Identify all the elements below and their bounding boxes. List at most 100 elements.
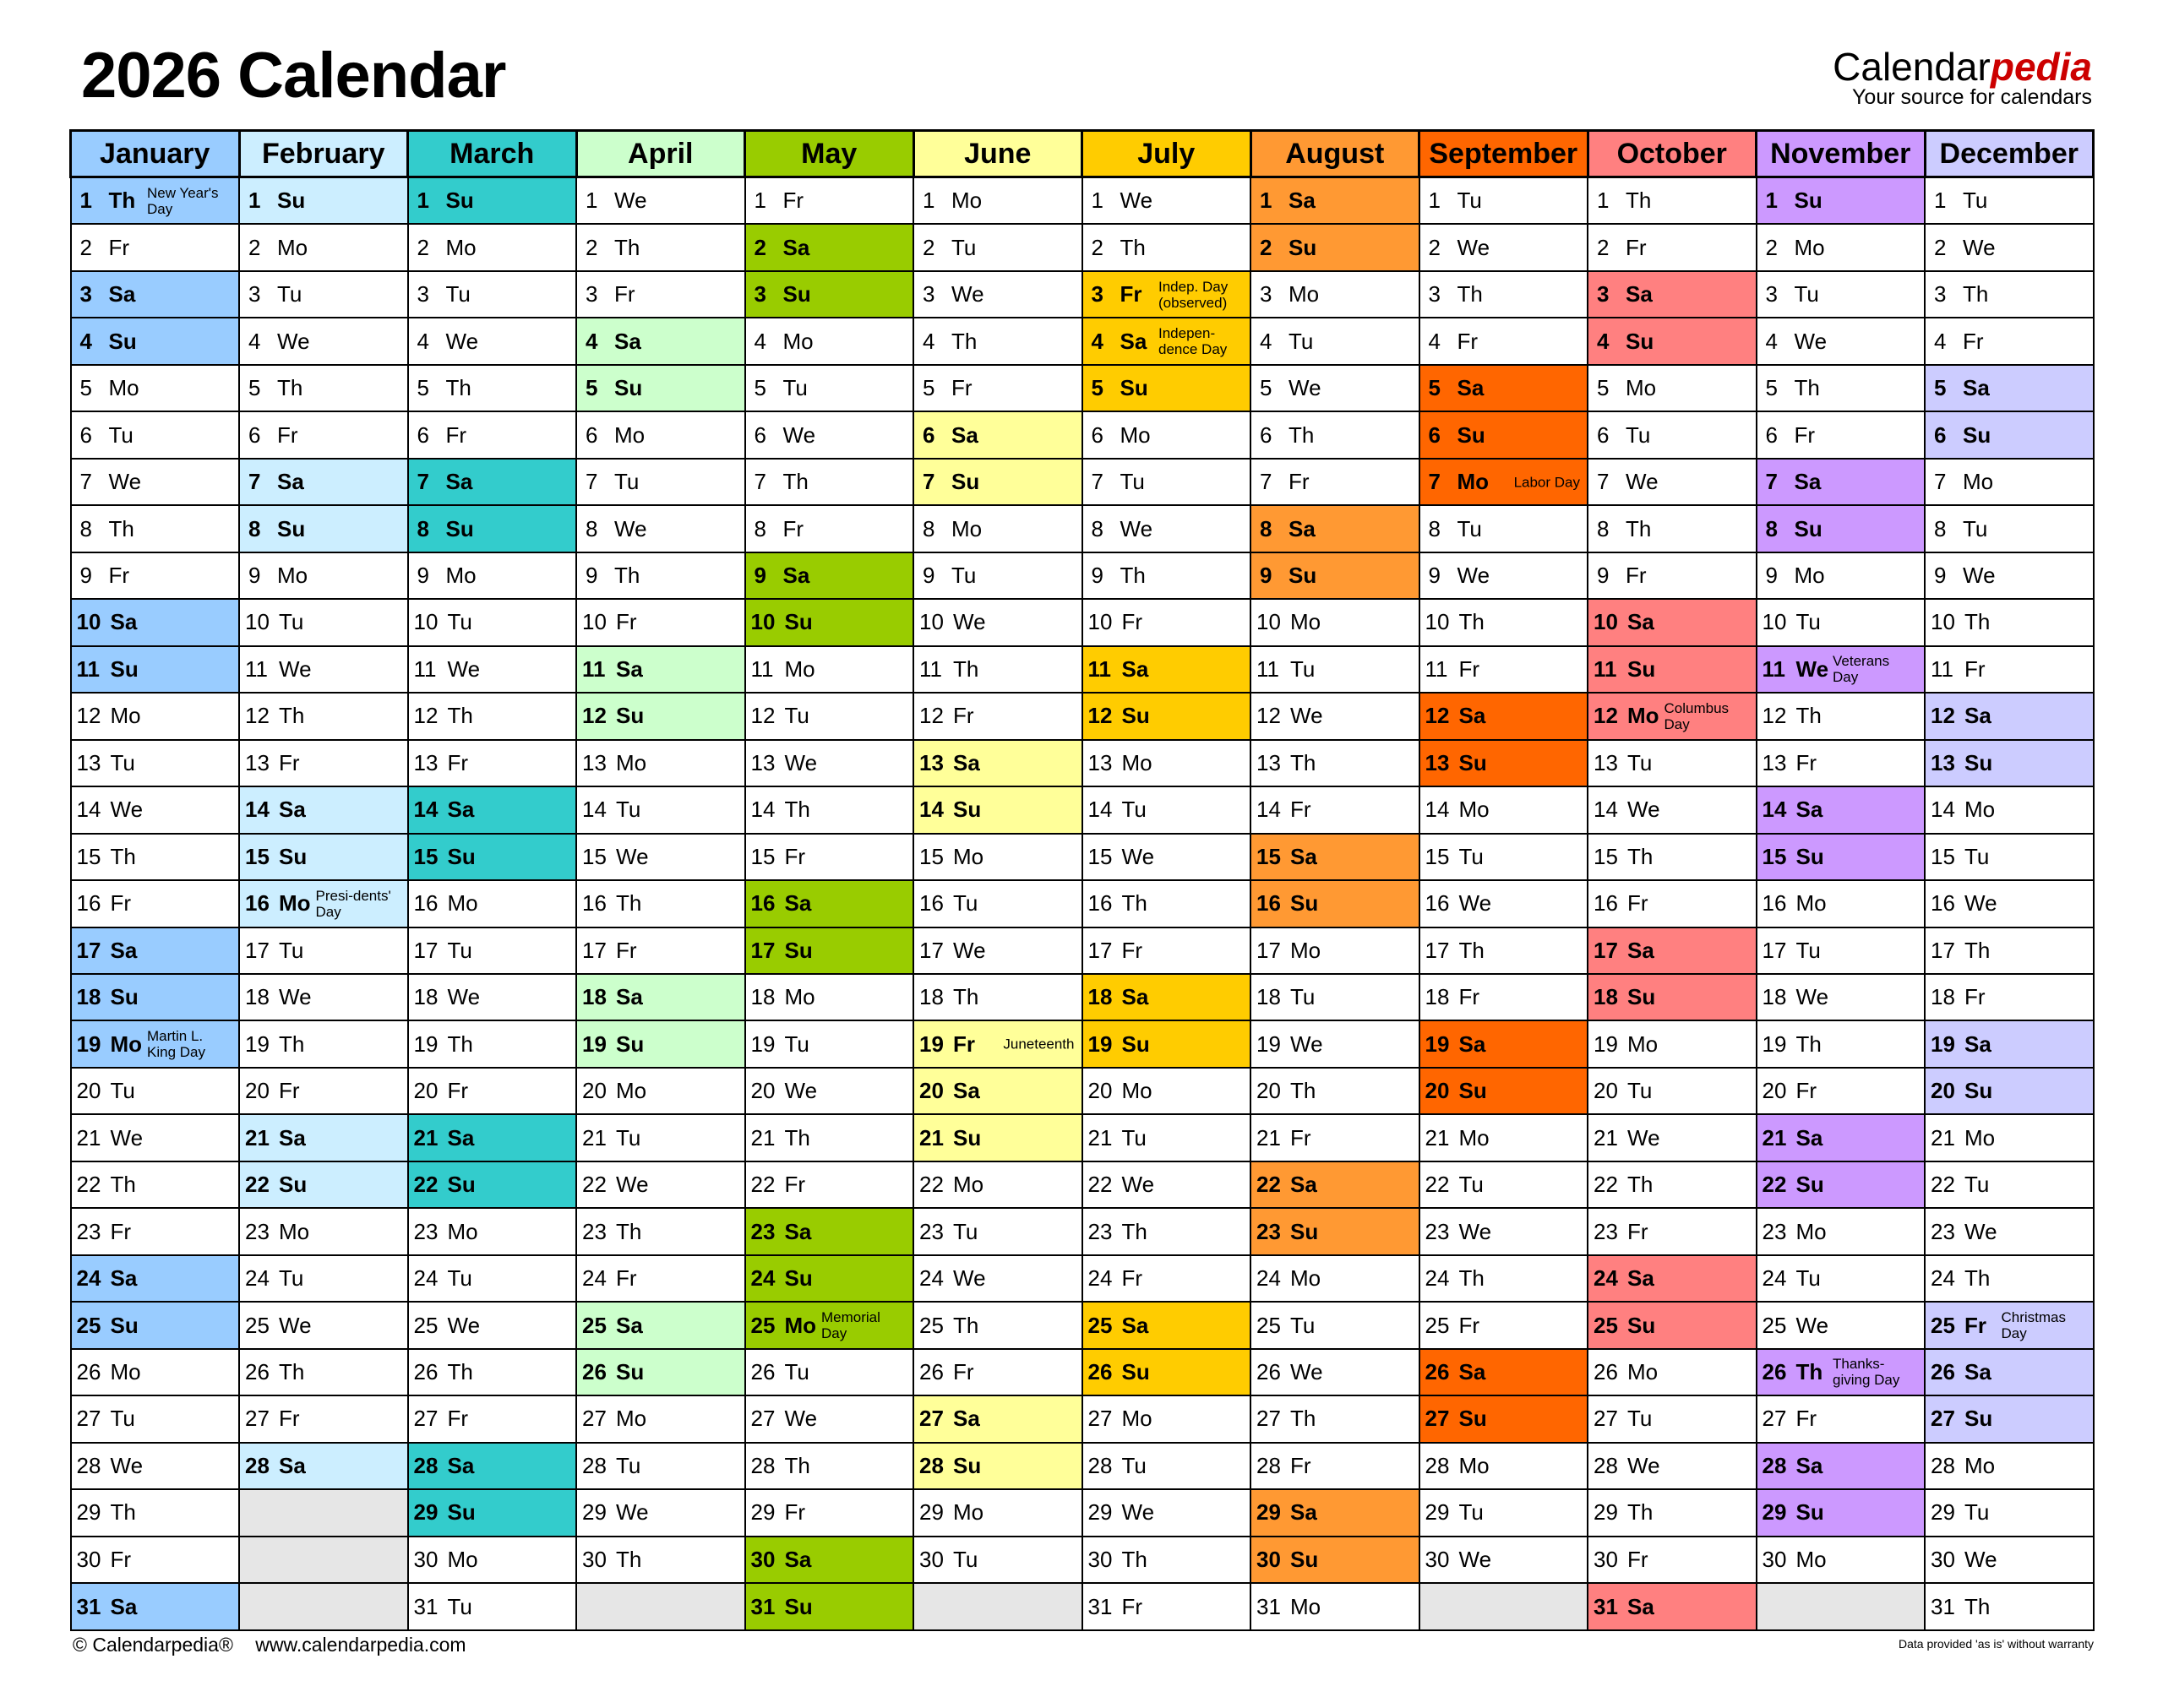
day-cell: 9 Fr <box>69 551 240 601</box>
weekday-label: Mo <box>1627 703 1659 729</box>
month-header-may: May <box>744 129 915 178</box>
day-cell: 28 Th <box>744 1441 914 1491</box>
day-cell: 7 Tu <box>575 457 746 507</box>
weekday-label: Th <box>447 1358 473 1384</box>
day-cell: 15 We <box>1081 832 1251 882</box>
weekday-label: Sa <box>784 890 812 917</box>
weekday-label: Mo <box>1290 1593 1321 1619</box>
weekday-label: Th <box>616 1218 642 1244</box>
weekday-label: Th <box>1627 843 1654 869</box>
day-row: 15 Th 15 Su 15 Su 15 We 15 Fr 15 Mo 15 We 15 Sa 15 Tu 15 Th… <box>69 832 2095 882</box>
month-header-december: December <box>1923 129 2095 178</box>
weekday-label: Mo <box>1458 1452 1490 1478</box>
day-cell: 8 Th <box>69 504 240 553</box>
day-number: 27 <box>1087 1406 1113 1432</box>
day-number: 24 <box>582 1265 607 1292</box>
day-row: 8 Th 8 Su 8 Su 8 We 8 Fr 8 Mo 8 We 8 Sa 8 Tu 8 Th 8 Su 8 Tu <box>69 504 2095 553</box>
day-number: 13 <box>76 749 101 775</box>
day-number: 18 <box>1425 984 1450 1010</box>
day-cell: 28 Su <box>913 1441 1083 1491</box>
day-number: 15 <box>1087 843 1113 869</box>
day-number: 30 <box>413 1546 439 1572</box>
day-number: 5 <box>1260 375 1272 401</box>
weekday-label: Fr <box>1121 1265 1143 1292</box>
day-number: 25 <box>1256 1312 1281 1338</box>
day-cell: 12 Th <box>406 692 577 741</box>
day-cell: 20 Su <box>1924 1066 2095 1116</box>
day-cell: 21 Mo <box>1924 1113 2095 1162</box>
weekday-label: Sa <box>1289 188 1316 214</box>
day-number: 18 <box>582 984 607 1010</box>
weekday-label: We <box>1290 1031 1323 1057</box>
day-number: 6 <box>1091 422 1103 448</box>
weekday-label: Su <box>1794 188 1822 214</box>
day-number: 31 <box>1594 1593 1618 1619</box>
month-header-june: June <box>912 129 1083 178</box>
day-cell: 7 Sa <box>406 457 577 507</box>
weekday-label: Sa <box>1626 281 1653 307</box>
day-cell: 12 Th <box>1755 692 1926 741</box>
weekday-label: Fr <box>447 1406 469 1432</box>
day-number: 4 <box>923 328 935 354</box>
weekday-label: Sa <box>277 469 304 495</box>
day-cell: 8 Sa <box>1250 504 1420 553</box>
day-number: 27 <box>1256 1406 1281 1432</box>
weekday-label: Fr <box>1290 797 1311 823</box>
day-cell: 14 Su <box>913 786 1083 835</box>
weekday-label: Sa <box>1627 937 1654 963</box>
weekday-label: Fr <box>1963 328 1984 354</box>
weekday-label: Su <box>953 1452 982 1478</box>
day-number: 18 <box>750 984 776 1010</box>
day-cell: 27 Fr <box>1755 1395 1926 1444</box>
day-number: 10 <box>750 609 776 635</box>
weekday-label: Mo <box>110 703 141 729</box>
day-number: 11 <box>1594 655 1617 682</box>
day-cell: 10 Th <box>1924 598 2095 647</box>
day-number: 31 <box>76 1593 101 1619</box>
day-number: 21 <box>582 1124 607 1150</box>
day-number: 8 <box>754 515 766 541</box>
weekday-label: Sa <box>1458 1358 1486 1384</box>
weekday-label: We <box>1795 1312 1829 1338</box>
calendarpedia-logo[interactable]: Calendarpedia Your source for calendars <box>1833 47 2092 108</box>
day-cell: 27 Tu <box>69 1395 240 1444</box>
holiday-day-cell: 1 Th New Year's Day <box>69 176 240 226</box>
day-number: 13 <box>245 749 270 775</box>
day-number: 19 <box>1762 1031 1787 1057</box>
day-row: 6 Tu 6 Fr 6 Fr 6 Mo 6 We 6 Sa 6 Mo 6 Th 6 Su 6 Tu 6 Fr 6 Su <box>69 411 2095 460</box>
day-cell: 23 We <box>1418 1207 1588 1256</box>
day-number: 29 <box>1594 1499 1618 1526</box>
day-cell: 8 Su <box>1755 504 1926 553</box>
weekday-label: We <box>1290 703 1323 729</box>
weekday-label: Su <box>445 188 474 214</box>
weekday-label: Su <box>1458 1406 1487 1432</box>
weekday-label: We <box>1964 1218 1997 1244</box>
day-cell: 11 We <box>406 645 577 694</box>
day-cell: 15 Tu <box>1418 832 1588 882</box>
day-cell: 6 Mo <box>575 411 746 460</box>
day-number: 6 <box>754 422 766 448</box>
day-cell: 11 Fr <box>1418 645 1588 694</box>
day-row: 29 Th 29 Su 29 We 29 Fr 29 Mo 29 We 29 Sa 29 Tu 29 Th 29 Su… <box>69 1488 2095 1537</box>
day-cell: 9 We <box>1924 551 2095 601</box>
day-number: 20 <box>750 1078 776 1104</box>
weekday-label: Sa <box>953 1406 980 1432</box>
weekday-label: Th <box>1289 422 1315 448</box>
day-number: 3 <box>923 281 935 307</box>
day-cell: 9 Sa <box>744 551 914 601</box>
holiday-label: New Year's Day <box>147 184 219 217</box>
weekday-label: Su <box>616 1358 645 1384</box>
weekday-label: Tu <box>616 1124 641 1150</box>
day-cell: 17 Fr <box>575 926 746 975</box>
weekday-label: Tu <box>616 1452 641 1478</box>
day-number: 24 <box>413 1265 439 1292</box>
day-cell: 1 Fr <box>744 176 914 226</box>
day-cell: 19 Sa <box>1418 1020 1588 1069</box>
day-cell: 20 We <box>744 1066 914 1116</box>
day-number: 24 <box>1931 1265 1955 1292</box>
weekday-label: Su <box>1290 1218 1319 1244</box>
footer-url-link[interactable]: www.calendarpedia.com <box>255 1634 466 1656</box>
weekday-label: Su <box>1290 890 1319 917</box>
day-number: 6 <box>1428 422 1441 448</box>
day-cell: 1 Su <box>406 176 577 226</box>
